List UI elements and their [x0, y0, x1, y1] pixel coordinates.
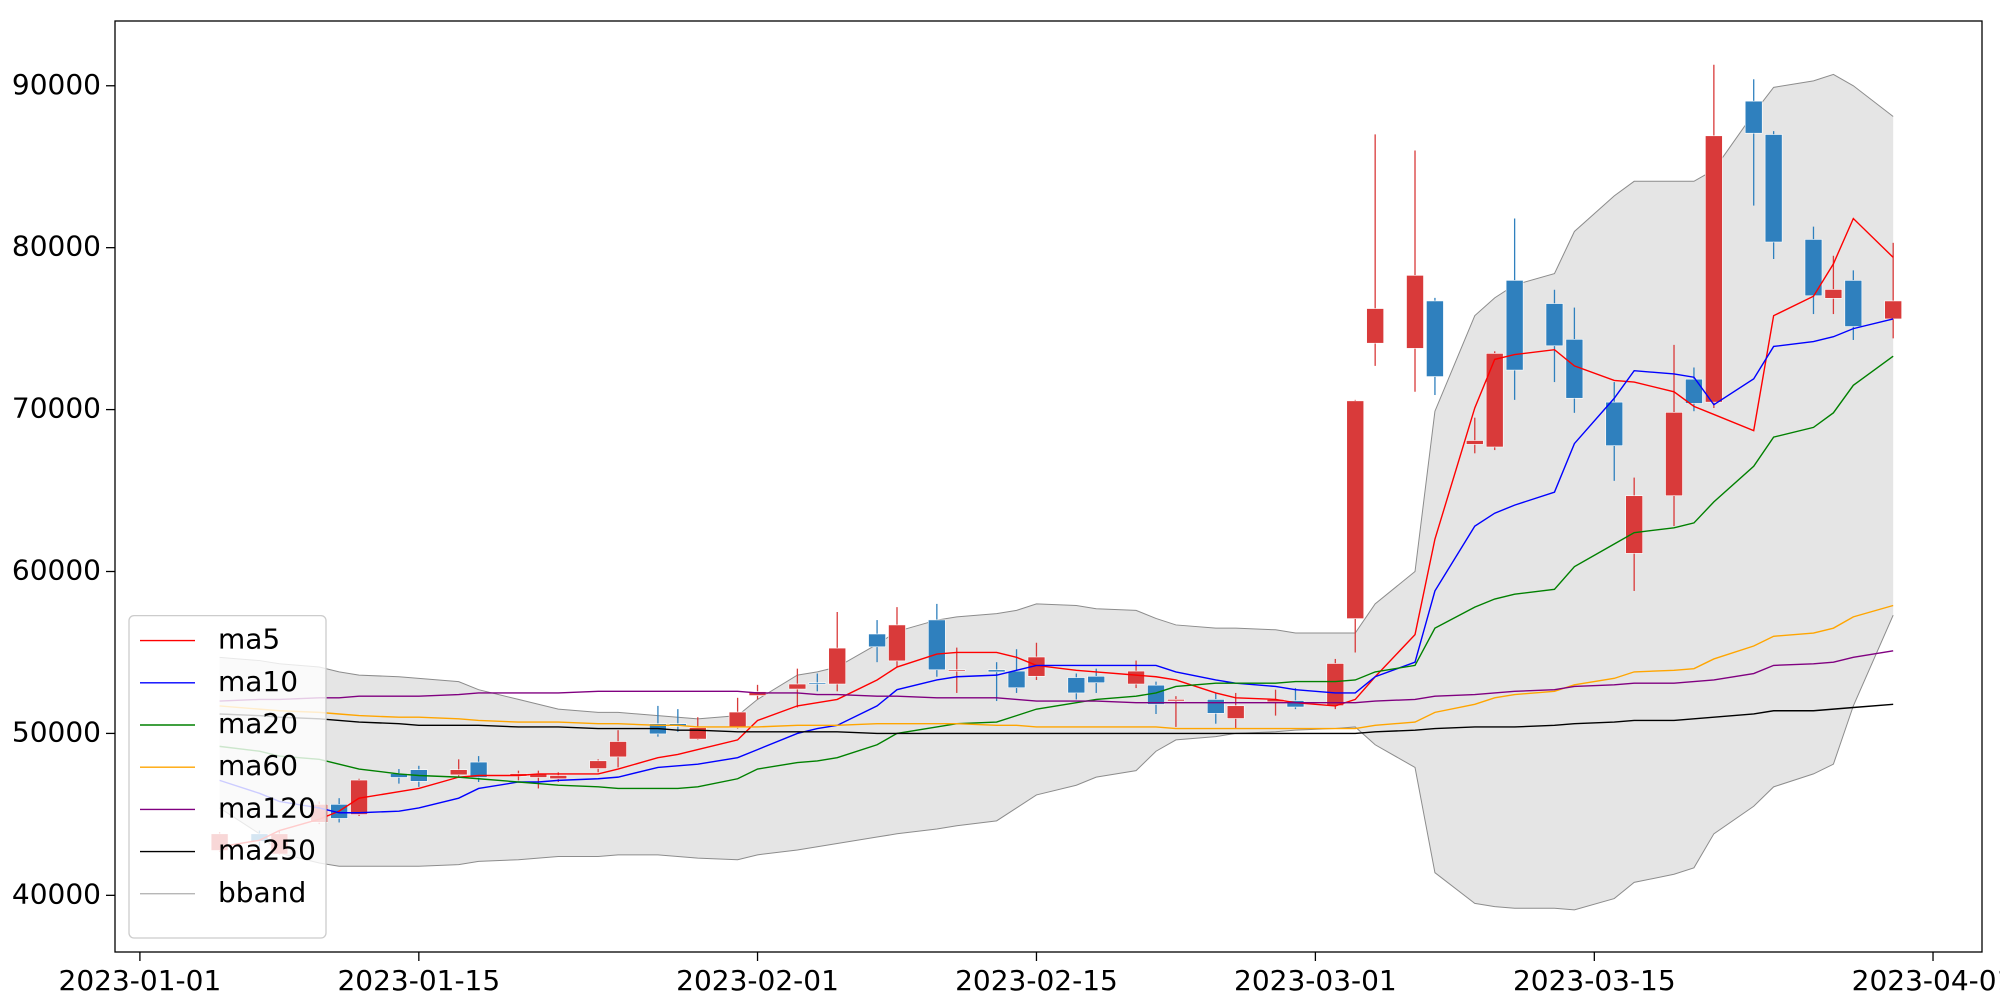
candle-body	[1406, 275, 1424, 349]
candle-body	[728, 711, 747, 728]
legend-label: ma20	[218, 707, 298, 740]
x-tick-label: 2023-01-15	[337, 964, 500, 997]
candle-body	[928, 619, 946, 671]
legend-label: ma120	[218, 791, 316, 824]
candle-body	[1705, 135, 1723, 403]
candle-body	[1007, 670, 1026, 689]
candle-body	[1147, 684, 1165, 705]
candle-body	[1167, 699, 1185, 702]
x-tick-label: 2023-03-01	[1234, 964, 1397, 997]
candle-body	[1605, 401, 1624, 446]
candle-body	[1764, 134, 1783, 243]
candle-body	[1884, 300, 1902, 320]
ma-line	[219, 650, 1894, 704]
candle-body	[1226, 705, 1245, 719]
legend-label: ma250	[218, 834, 316, 867]
ma-line	[219, 355, 1894, 790]
legend-label: ma60	[218, 749, 298, 782]
candle-body	[808, 682, 827, 685]
y-tick-label: 70000	[12, 392, 101, 425]
candle-body	[868, 633, 886, 648]
candle-body	[1326, 663, 1345, 707]
x-tick-label: 2023-02-15	[955, 964, 1118, 997]
legend: ma5 ma10 ma20 ma60 ma120 ma250 bband	[128, 614, 327, 939]
ma-line	[219, 217, 1894, 848]
bband-lower	[219, 615, 1894, 911]
y-tick-label: 40000	[12, 877, 101, 910]
y-tick-label: 50000	[12, 715, 101, 748]
candle-body	[688, 727, 707, 740]
candle-body	[1744, 100, 1763, 134]
candle-body	[788, 683, 807, 690]
y-tick-label: 80000	[12, 230, 101, 263]
candle-body	[1206, 699, 1225, 714]
y-tick-label: 60000	[12, 554, 101, 587]
x-tick-label: 2023-03-15	[1513, 964, 1676, 997]
candle-body	[1665, 412, 1683, 497]
candle-body	[1127, 670, 1145, 685]
candle-body	[1625, 495, 1643, 554]
candle-body	[1485, 353, 1504, 448]
ma-line	[219, 604, 1894, 730]
candle-body	[1505, 280, 1524, 371]
candle-body	[828, 647, 847, 685]
candle-body	[589, 760, 607, 769]
bband-upper	[219, 73, 1894, 720]
ma-line	[219, 318, 1894, 814]
candle-body	[947, 669, 966, 672]
candle-body	[609, 741, 627, 758]
candle-body	[469, 761, 488, 778]
candle-body	[1087, 675, 1106, 684]
bband-fill	[219, 74, 1894, 910]
y-tick-label: 90000	[12, 68, 101, 101]
candle-body	[1067, 677, 1086, 694]
candle-body	[1465, 440, 1484, 445]
plot-area	[210, 64, 1902, 911]
candle-body	[1844, 280, 1863, 327]
plot-frame	[114, 20, 1983, 953]
x-tick-label: 2023-02-01	[676, 964, 839, 997]
legend-label: ma5	[218, 623, 280, 656]
candle-body	[1824, 289, 1843, 299]
candle-body	[1366, 308, 1384, 344]
candle-body	[449, 769, 468, 776]
legend-label: ma10	[218, 665, 298, 698]
candle-body	[1685, 378, 1703, 404]
candle-body	[549, 775, 568, 780]
x-tick-label: 2023-04-01	[1852, 964, 2000, 997]
legend-label: bband	[218, 876, 306, 909]
ma-line	[219, 703, 1894, 735]
candle-body	[1426, 300, 1444, 377]
candle-body	[987, 669, 1006, 673]
legend-box	[128, 614, 327, 939]
candle-body	[1346, 400, 1365, 619]
candle-body	[1545, 303, 1564, 347]
candle-body	[888, 624, 906, 662]
x-tick-label: 2023-01-01	[59, 964, 222, 997]
